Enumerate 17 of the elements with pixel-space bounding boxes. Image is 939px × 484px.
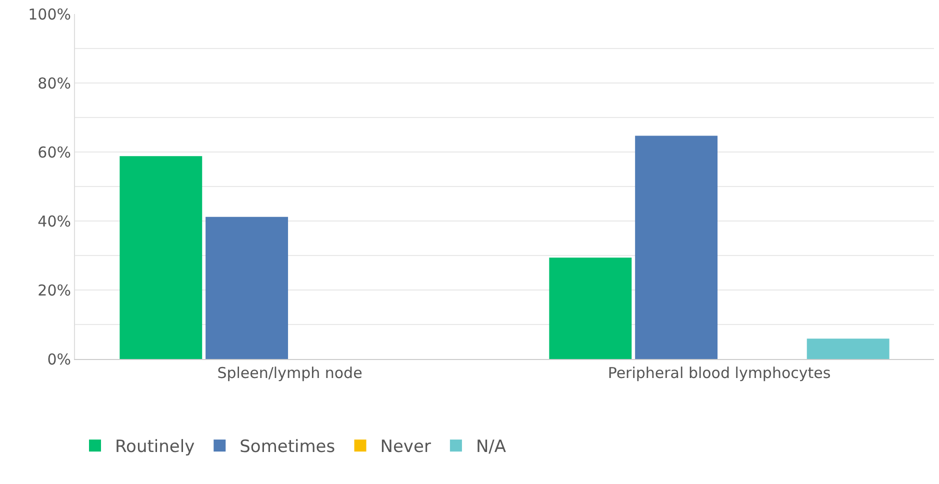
bar <box>549 258 632 359</box>
y-tick-label: 80% <box>38 74 71 92</box>
y-tick-label: 100% <box>28 5 71 24</box>
legend-label: Sometimes <box>240 437 336 458</box>
bar <box>806 338 890 359</box>
y-tick-label: 0% <box>47 350 71 368</box>
x-tick-label: Peripheral blood lymphocytes <box>608 364 831 382</box>
bar <box>635 136 718 359</box>
y-tick-label: 20% <box>38 281 71 300</box>
x-tick-label: Spleen/lymph node <box>217 364 362 382</box>
bar <box>206 216 288 359</box>
legend-label: Routinely <box>115 437 195 458</box>
y-tick-label: 40% <box>38 212 71 230</box>
bar <box>120 156 202 359</box>
y-tick-label: 60% <box>38 143 71 162</box>
legend-label: N/A <box>476 437 506 458</box>
legend-label: Never <box>380 437 431 458</box>
